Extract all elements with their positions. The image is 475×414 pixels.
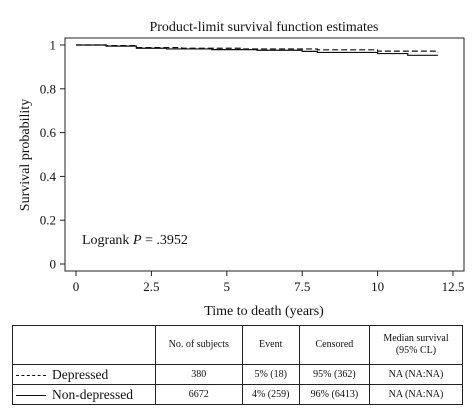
- solid-line-swatch: [16, 394, 46, 396]
- logrank-annotation: Logrank P = .3952: [82, 233, 188, 248]
- cell-median: NA (NA:NA): [368, 384, 464, 405]
- y-tick-label: 0.8: [40, 81, 56, 96]
- row-label-text: Non-depressed: [52, 386, 133, 402]
- x-tick-label: 5: [224, 279, 231, 294]
- plot-frame: [64, 37, 465, 272]
- x-tick-label: 12.5: [442, 279, 465, 294]
- header-median-line1: Median survival: [383, 333, 449, 344]
- x-tick-label: 0: [73, 279, 80, 294]
- y-tick-label: 0: [50, 257, 57, 272]
- header-blank-cell: [12, 325, 156, 365]
- cell-subjects: 6672: [155, 384, 243, 405]
- header-median-line2: (95% CL): [395, 345, 437, 356]
- y-tick-label: 0.2: [40, 213, 56, 228]
- dashed-line-swatch: [16, 374, 46, 376]
- header-median: Median survival (95% CL): [368, 325, 464, 365]
- row-label-non-depressed: Non-depressed: [12, 384, 156, 405]
- cell-event: 5% (18): [241, 364, 300, 385]
- x-tick-label: 2.5: [143, 279, 159, 294]
- cell-censored: 95% (362): [298, 364, 370, 385]
- survival-chart: Product-limit survival function estimate…: [18, 20, 465, 319]
- summary-header-row: No. of subjects Event Censored Median su…: [12, 325, 464, 365]
- x-tick-label: 10: [371, 279, 384, 294]
- y-axis-label: Survival probability: [18, 99, 33, 211]
- series-layer: [76, 44, 439, 56]
- logrank-value: = .3952: [142, 233, 188, 248]
- series-non-depressed-line: [76, 44, 438, 56]
- header-subjects: No. of subjects: [155, 325, 243, 365]
- chart-title: Product-limit survival function estimate…: [149, 20, 378, 35]
- cell-subjects: 380: [155, 364, 243, 385]
- y-axis-ticks: 0 0.2 0.4 0.6 0.8 1: [40, 38, 65, 272]
- logrank-p-symbol: P: [132, 233, 142, 248]
- x-axis-ticks: 0 2.5 5 7.5 10 12.5: [73, 271, 465, 294]
- x-tick-label: 7.5: [294, 279, 310, 294]
- header-event: Event: [241, 325, 300, 365]
- y-tick-label: 0.4: [40, 169, 57, 184]
- header-censored: Censored: [298, 325, 370, 365]
- cell-censored: 96% (6413): [298, 384, 370, 405]
- x-axis-label: Time to death (years): [204, 304, 324, 319]
- row-label-depressed: Depressed: [12, 364, 156, 385]
- table-row-depressed: Depressed 380 5% (18) 95% (362) NA (NA:N…: [12, 364, 464, 385]
- y-tick-label: 0.6: [40, 125, 57, 140]
- summary-table: No. of subjects Event Censored Median su…: [12, 325, 464, 405]
- cell-event: 4% (259): [241, 384, 300, 405]
- y-tick-label: 1: [50, 38, 57, 53]
- table-row-non-depressed: Non-depressed 6672 4% (259) 96% (6413) N…: [12, 384, 464, 405]
- row-label-text: Depressed: [52, 366, 109, 382]
- cell-median: NA (NA:NA): [368, 364, 464, 385]
- logrank-prefix: Logrank: [82, 233, 133, 248]
